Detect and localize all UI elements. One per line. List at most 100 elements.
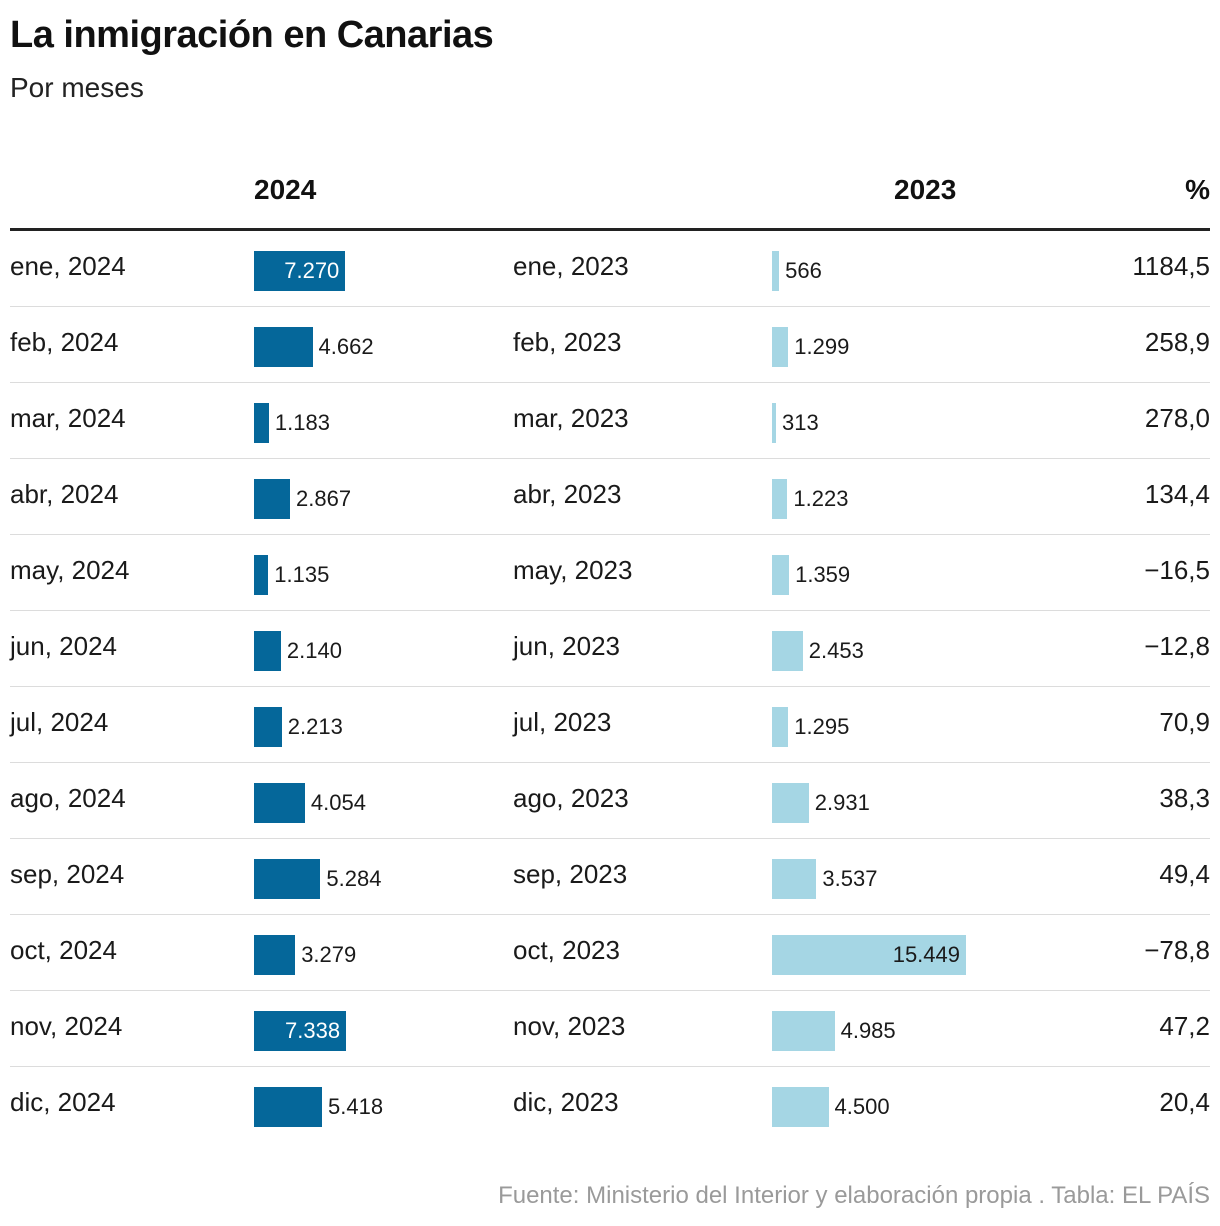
- percent-change: 70,9: [1159, 707, 1210, 737]
- percent-change: 258,9: [1144, 327, 1210, 357]
- month-label-2024: nov, 2024: [10, 1011, 123, 1041]
- bar-2023: [772, 859, 817, 899]
- percent-change: 49,4: [1159, 859, 1210, 889]
- month-label-2024: ene, 2024: [10, 251, 126, 281]
- bar-2023: [772, 631, 803, 671]
- month-label-2024: ago, 2024: [10, 783, 126, 813]
- month-label-2023: dic, 2023: [513, 1087, 619, 1117]
- bar-value-2023: 2.453: [808, 638, 864, 663]
- bar-2023: [772, 1011, 835, 1051]
- bar-value-2023: 4.985: [840, 1018, 896, 1043]
- month-label-2024: feb, 2024: [10, 327, 119, 357]
- table-row: mar, 2024 1.183 mar, 2023 313 278,0: [10, 383, 1210, 459]
- bar-value-2024: 7.270: [284, 258, 340, 283]
- bar-value-2024: 1.135: [274, 562, 330, 587]
- bar-2023: [772, 327, 789, 367]
- source-note: Fuente: Ministerio del Interior y elabor…: [498, 1182, 1210, 1209]
- bar-value-2023: 3.537: [822, 866, 878, 891]
- table-row: nov, 2024 7.338 nov, 2023 4.985 47,2: [10, 991, 1210, 1067]
- percent-change: 47,2: [1159, 1011, 1210, 1041]
- bar-2024: [254, 631, 281, 671]
- bar-value-2024: 2.140: [286, 638, 342, 663]
- column-header-2024: 2024: [254, 174, 317, 205]
- chart-title: La inmigración en Canarias: [10, 14, 494, 56]
- month-label-2023: jul, 2023: [513, 707, 612, 737]
- percent-change: 20,4: [1159, 1087, 1210, 1117]
- bar-2024: [254, 555, 269, 595]
- month-label-2023: feb, 2023: [513, 327, 622, 357]
- bar-2023: [772, 935, 966, 975]
- table-row: jul, 2024 2.213 jul, 2023 1.295 70,9: [10, 687, 1210, 763]
- bar-2023: [772, 707, 789, 747]
- bar-2023: [772, 555, 790, 595]
- data-table: 2024 2023 % ene, 2024 7.270 ene, 2023 566 11…: [10, 160, 1210, 1142]
- table-row: sep, 2024 5.284 sep, 2023 3.537 49,4: [10, 839, 1210, 915]
- bar-2023: [772, 1087, 829, 1127]
- bar-value-2023: 313: [782, 410, 819, 435]
- bar-value-2023: 2.931: [814, 790, 870, 815]
- bar-2024: [254, 251, 346, 291]
- percent-change: 1184,5: [1132, 251, 1210, 281]
- bar-value-2024: 4.662: [318, 334, 374, 359]
- month-label-2023: sep, 2023: [513, 859, 628, 889]
- bar-value-2024: 5.418: [328, 1094, 384, 1119]
- bar-2024: [254, 783, 305, 823]
- percent-change: 278,0: [1144, 403, 1210, 433]
- percent-change: −12,8: [1144, 631, 1210, 661]
- bar-value-2024: 3.279: [301, 942, 357, 967]
- bar-2024: [254, 859, 321, 899]
- bar-2023: [772, 403, 776, 443]
- table-row: oct, 2024 3.279 oct, 2023 15.449 −78,8: [10, 915, 1210, 991]
- bar-2024: [254, 479, 290, 519]
- bar-value-2024: 1.183: [274, 410, 330, 435]
- bar-value-2023: 1.359: [795, 562, 851, 587]
- month-label-2023: abr, 2023: [513, 479, 622, 509]
- month-label-2024: jun, 2024: [10, 631, 117, 661]
- table-row: ago, 2024 4.054 ago, 2023 2.931 38,3: [10, 763, 1210, 839]
- percent-change: 134,4: [1144, 479, 1210, 509]
- bar-value-2024: 7.338: [285, 1018, 341, 1043]
- bar-value-2024: 5.284: [326, 866, 382, 891]
- month-label-2024: dic, 2024: [10, 1087, 116, 1117]
- bar-value-2023: 1.223: [793, 486, 849, 511]
- bar-2024: [254, 707, 282, 747]
- table-row: dic, 2024 5.418 dic, 2023 4.500 20,4: [10, 1067, 1210, 1142]
- bar-2023: [772, 783, 809, 823]
- percent-change: 38,3: [1159, 783, 1210, 813]
- bar-value-2023: 4.500: [834, 1094, 890, 1119]
- bar-value-2023: 566: [785, 258, 822, 283]
- month-label-2023: ene, 2023: [513, 251, 629, 281]
- bar-value-2024: 2.867: [296, 486, 352, 511]
- month-label-2023: jun, 2023: [513, 631, 620, 661]
- month-label-2024: abr, 2024: [10, 479, 119, 509]
- month-label-2023: may, 2023: [513, 555, 633, 585]
- table-row: abr, 2024 2.867 abr, 2023 1.223 134,4: [10, 459, 1210, 535]
- month-label-2023: mar, 2023: [513, 403, 629, 433]
- chart-subtitle: Por meses: [10, 72, 144, 103]
- column-header-2023: 2023: [894, 174, 957, 205]
- month-label-2024: may, 2024: [10, 555, 130, 585]
- month-label-2024: sep, 2024: [10, 859, 125, 889]
- table-row: may, 2024 1.135 may, 2023 1.359 −16,5: [10, 535, 1210, 611]
- bar-2024: [254, 403, 269, 443]
- bar-2024: [254, 327, 313, 367]
- table-row: feb, 2024 4.662 feb, 2023 1.299 258,9: [10, 307, 1210, 383]
- column-header-percent: %: [1185, 174, 1210, 205]
- bar-value-2023: 15.449: [892, 942, 960, 967]
- percent-change: −16,5: [1144, 555, 1210, 585]
- bar-value-2024: 2.213: [287, 714, 343, 739]
- bar-2024: [254, 935, 296, 975]
- table-row: jun, 2024 2.140 jun, 2023 2.453 −12,8: [10, 611, 1210, 687]
- bar-2023: [772, 479, 788, 519]
- month-label-2024: mar, 2024: [10, 403, 126, 433]
- bar-value-2023: 1.299: [794, 334, 850, 359]
- month-label-2024: jul, 2024: [10, 707, 109, 737]
- table-row: ene, 2024 7.270 ene, 2023 566 1184,5: [10, 231, 1210, 307]
- month-label-2023: ago, 2023: [513, 783, 629, 813]
- month-label-2023: nov, 2023: [513, 1011, 626, 1041]
- table-header: 2024 2023 %: [10, 160, 1210, 231]
- percent-change: −78,8: [1144, 935, 1210, 965]
- bar-value-2024: 4.054: [310, 790, 366, 815]
- bar-2023: [772, 251, 780, 291]
- month-label-2023: oct, 2023: [513, 935, 620, 965]
